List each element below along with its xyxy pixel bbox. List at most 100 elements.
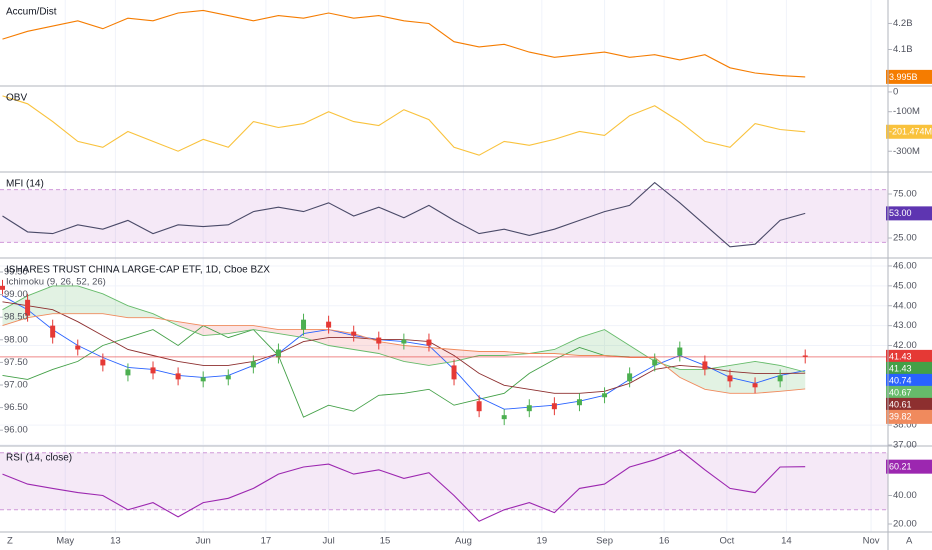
x-tick-label: 16 <box>659 536 670 547</box>
cloud <box>780 365 806 392</box>
x-tick-label: 17 <box>261 536 272 547</box>
y-tick-label: 20.00 <box>893 519 917 530</box>
pane-title: OBV <box>6 93 27 104</box>
x-tick-label: Sep <box>596 536 613 547</box>
cloud <box>127 305 154 318</box>
candle-body <box>351 331 357 336</box>
y2-tick-label: 38.00 <box>893 420 917 431</box>
cloud <box>328 329 354 350</box>
cloud <box>479 351 505 356</box>
price-label-box <box>886 349 932 364</box>
candle-body <box>275 349 281 358</box>
y-tick-label: 75.00 <box>893 189 917 200</box>
x-tick-label: 15 <box>380 536 391 547</box>
price-label-box <box>886 373 932 388</box>
cloud <box>755 361 781 394</box>
y2-tick-label: 46.00 <box>893 260 917 271</box>
y-tick-label: 4.1B <box>893 44 913 55</box>
cloud <box>2 295 28 326</box>
y-tick-label: 96.50 <box>4 402 28 413</box>
candle-body <box>200 377 206 382</box>
button-a[interactable]: A <box>906 536 913 547</box>
y-tick-label: 97.00 <box>4 380 28 391</box>
y-tick-label: 0 <box>893 86 898 97</box>
price-label: 3.995B <box>889 72 918 82</box>
candle-body <box>677 347 683 356</box>
cloud <box>704 365 730 394</box>
price-label-box <box>886 397 932 412</box>
cloud <box>454 349 480 362</box>
y-tick-label: 99.50 <box>4 267 28 278</box>
candle-body <box>426 339 432 346</box>
price-label: 40.74 <box>889 376 912 386</box>
candle-body <box>777 375 783 382</box>
button-z[interactable]: Z <box>7 536 13 547</box>
x-tick-label: 13 <box>110 536 121 547</box>
y-tick-label: 96.00 <box>4 425 28 436</box>
candle-body <box>376 337 382 344</box>
candle-body <box>326 321 332 328</box>
candle-body <box>401 339 407 344</box>
price-label: -201.474M <box>889 127 932 137</box>
cloud <box>278 329 304 338</box>
line <box>2 449 806 522</box>
cloud <box>102 293 128 318</box>
price-label: 39.82 <box>889 412 912 422</box>
price-label-box <box>886 385 932 400</box>
cloud <box>504 351 530 356</box>
candle-body <box>25 299 31 316</box>
cloud <box>77 285 103 314</box>
price-label-box <box>886 409 932 424</box>
cloud <box>253 325 279 334</box>
y-tick-label: 97.50 <box>4 357 28 368</box>
pane-subtitle: Ichimoku (9, 26, 52, 26) <box>6 277 106 288</box>
line <box>2 181 806 248</box>
candle-body <box>100 359 106 366</box>
y2-tick-label: 43.00 <box>893 320 917 331</box>
cloud <box>729 361 756 394</box>
candle-body <box>250 361 256 368</box>
cloud <box>303 329 329 346</box>
pane-title: ISHARES TRUST CHINA LARGE-CAP ETF, 1D, C… <box>6 265 270 276</box>
x-tick-label: May <box>56 536 74 547</box>
cloud <box>52 285 78 314</box>
candle-body <box>627 373 633 382</box>
candle-body <box>451 365 457 380</box>
price-label: 40.61 <box>889 400 912 410</box>
y2-tick-label: 37.00 <box>893 440 917 451</box>
y-tick-label: 98.50 <box>4 312 28 323</box>
cloud <box>178 321 204 336</box>
band <box>0 189 888 243</box>
line <box>2 95 806 156</box>
x-tick-label: Oct <box>719 536 734 547</box>
y-tick-label: 99.00 <box>4 289 28 300</box>
pane-title: RSI (14, close) <box>6 453 72 464</box>
price-label-box <box>886 69 932 84</box>
candle-body <box>702 361 708 370</box>
candle-body <box>225 375 231 380</box>
price-label-box <box>886 459 932 474</box>
pane-title: MFI (14) <box>6 179 44 190</box>
candle-body <box>125 369 131 376</box>
cloud <box>353 333 379 354</box>
band <box>0 452 888 510</box>
candle-body <box>602 393 608 398</box>
candle-body <box>652 359 658 366</box>
x-tick-label: Jul <box>323 536 335 547</box>
y2-tick-label: 42.00 <box>893 340 917 351</box>
cloud <box>679 369 705 390</box>
plot-layer <box>0 9 888 522</box>
y-tick-label: -300M <box>893 146 920 157</box>
cloud <box>579 329 605 356</box>
x-tick-label: 19 <box>537 536 548 547</box>
y-tick-label: 25.00 <box>893 233 917 244</box>
y-tick-label: 98.00 <box>4 334 28 345</box>
price-label: 53.00 <box>889 208 912 218</box>
x-tick-label: Jun <box>196 536 211 547</box>
y-tick-label: -100M <box>893 106 920 117</box>
y-tick-label: 4.2B <box>893 18 913 29</box>
candle-body <box>476 401 482 412</box>
y-tick-label: 40.00 <box>893 490 917 501</box>
